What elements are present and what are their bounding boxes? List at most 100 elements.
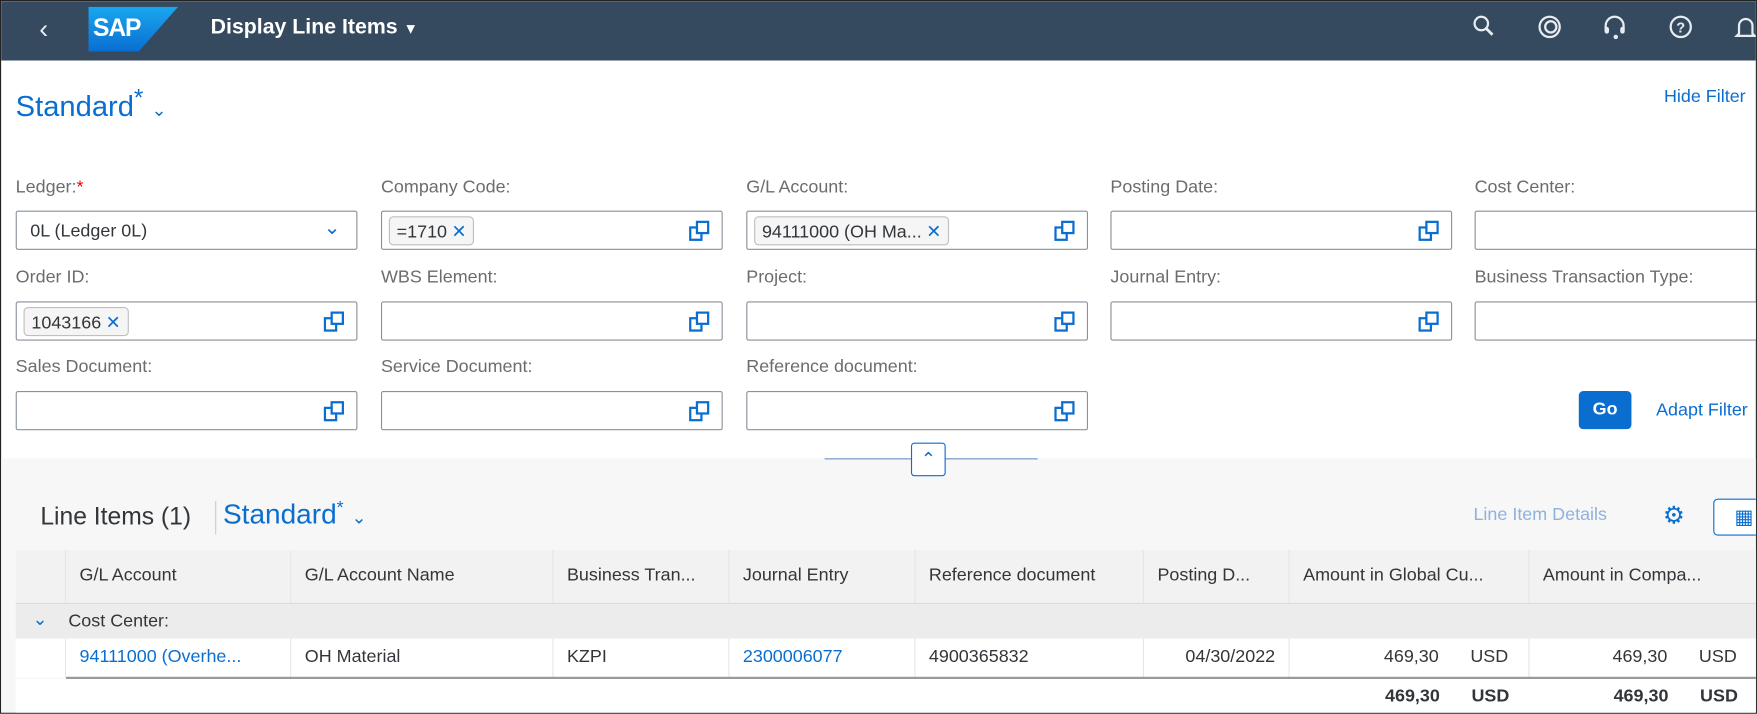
settings-icon[interactable]: ⚙: [1662, 500, 1685, 529]
filter-token[interactable]: 94111000 (OH Ma... ✕: [754, 216, 950, 246]
sap-logo[interactable]: SAP: [88, 6, 179, 52]
amount: 469,30: [1385, 686, 1440, 706]
filter-label: G/L Account:: [746, 178, 849, 198]
column-header[interactable]: Business Tran...: [553, 550, 730, 603]
line-item-details-button[interactable]: Line Item Details: [1473, 505, 1607, 525]
filter-label: Sales Document:: [15, 357, 153, 377]
value-help-icon[interactable]: [1053, 220, 1075, 242]
row-selector[interactable]: [15, 638, 67, 678]
go-button[interactable]: Go: [1578, 391, 1632, 430]
value-help-icon[interactable]: [688, 310, 710, 332]
back-icon[interactable]: ‹: [39, 14, 49, 45]
group-label: Cost Center:: [68, 611, 169, 631]
copilot-icon[interactable]: [1534, 15, 1565, 46]
search-icon[interactable]: [1468, 15, 1499, 46]
filter-label: WBS Element:: [380, 267, 498, 287]
cell-je[interactable]: 2300006077: [729, 638, 916, 678]
value-help-icon[interactable]: [1053, 310, 1075, 332]
value-help-icon[interactable]: [1053, 400, 1075, 422]
variant-modified: *: [133, 82, 144, 111]
filter-token[interactable]: 1043166 ✕: [23, 307, 129, 337]
value-help-icon[interactable]: [1417, 220, 1439, 242]
column-header[interactable]: Journal Entry: [729, 550, 916, 603]
hide-filter-button[interactable]: Hide Filter: [1663, 87, 1746, 107]
collapse-header-button[interactable]: ⌃: [910, 442, 946, 477]
filter-input[interactable]: 0L (Ledger 0L) ⌄: [15, 210, 358, 250]
filter-label: Posting Date:: [1110, 178, 1219, 198]
required-marker: *: [76, 178, 84, 198]
amount: 469,30: [1613, 686, 1669, 706]
amount: 469,30: [1383, 647, 1439, 667]
adapt-filters-button[interactable]: Adapt Filter: [1656, 401, 1748, 421]
filter-input[interactable]: [1110, 301, 1453, 341]
table-variant-selector[interactable]: Standard* ⌄: [223, 499, 366, 532]
filter-label: Company Code:: [380, 178, 511, 198]
chevron-up-icon: ⌃: [920, 450, 936, 470]
total-amount: 469,30 USD: [1290, 679, 1530, 713]
table-variant-name: Standard: [222, 498, 337, 531]
expand-chevron-icon[interactable]: ⌄: [32, 610, 48, 630]
column-header[interactable]: Amount in Global Cu...: [1289, 550, 1530, 603]
filter-input[interactable]: [15, 391, 358, 431]
column-header[interactable]: G/L Account Name: [291, 550, 554, 603]
app-title: Display Line Items: [210, 15, 398, 40]
export-icon: ▦: [1734, 505, 1754, 528]
chevron-down-icon: ⌄: [151, 101, 167, 121]
remove-token-icon[interactable]: ✕: [451, 222, 467, 243]
currency: USD: [1470, 647, 1509, 667]
filter-input[interactable]: [1474, 301, 1756, 341]
filter-input[interactable]: [746, 391, 1089, 431]
bell-icon[interactable]: [1730, 15, 1756, 46]
total-separator: [66, 676, 1756, 680]
filter-input[interactable]: 94111000 (OH Ma... ✕: [746, 210, 1089, 250]
cell-gl[interactable]: 94111000 (Overhe...: [66, 638, 292, 678]
logo-text: SAP: [93, 13, 141, 42]
headset-icon[interactable]: [1599, 15, 1630, 46]
filter-input[interactable]: [380, 391, 723, 431]
table-title: Line Items (1): [40, 501, 192, 530]
export-button[interactable]: ▦: [1713, 498, 1756, 536]
column-header[interactable]: G/L Account: [66, 550, 292, 603]
filter-input[interactable]: [746, 301, 1089, 341]
filter-label: Ledger:*: [15, 178, 84, 198]
filter-label: Cost Center:: [1474, 178, 1576, 198]
column-header[interactable]: Reference document: [915, 550, 1145, 603]
remove-token-icon[interactable]: ✕: [926, 222, 942, 243]
filter-label: Reference document:: [746, 357, 918, 377]
filter-token[interactable]: =1710 ✕: [388, 216, 475, 246]
column-header[interactable]: Amount in Compa...: [1529, 550, 1756, 603]
totals-row: [15, 679, 1756, 713]
title-separator: [215, 500, 217, 535]
cell-amount: 469,30 USD: [1289, 638, 1530, 678]
value-help-icon[interactable]: [323, 400, 345, 422]
column-header[interactable]: Posting D...: [1144, 550, 1290, 603]
filter-label: Journal Entry:: [1110, 267, 1222, 287]
chevron-down-icon[interactable]: ⌄: [323, 216, 341, 239]
value-help-icon[interactable]: [323, 310, 345, 332]
currency: USD: [1471, 686, 1510, 706]
filter-input[interactable]: [1474, 210, 1756, 250]
cell-date: 04/30/2022: [1144, 638, 1290, 678]
group-row[interactable]: ⌄ Cost Center:: [15, 602, 1756, 639]
total-amount: 469,30 USD: [1529, 679, 1755, 713]
value-help-icon[interactable]: [1417, 310, 1439, 332]
caret-down-icon: ▼: [403, 20, 418, 37]
cell-name: OH Material: [291, 638, 554, 678]
variant-selector[interactable]: Standard* ⌄: [16, 83, 167, 124]
filter-input[interactable]: =1710 ✕: [380, 210, 723, 250]
variant-name: Standard: [15, 89, 134, 123]
shell-bar: ‹ SAP Display Line Items ▼ ?: [1, 1, 1756, 61]
help-icon[interactable]: ?: [1665, 15, 1696, 46]
cell-btt: KZPI: [553, 638, 730, 678]
filter-input[interactable]: [1110, 210, 1453, 250]
value-help-icon[interactable]: [688, 220, 710, 242]
filter-input[interactable]: 1043166 ✕: [15, 301, 358, 341]
select-column-header: [15, 550, 67, 603]
value-help-icon[interactable]: [688, 400, 710, 422]
filter-label: Project:: [746, 267, 808, 287]
amount: 469,30: [1612, 647, 1668, 667]
currency: USD: [1698, 647, 1737, 667]
remove-token-icon[interactable]: ✕: [105, 313, 121, 333]
app-title-menu[interactable]: Display Line Items ▼: [211, 16, 418, 41]
filter-input[interactable]: [380, 301, 723, 341]
